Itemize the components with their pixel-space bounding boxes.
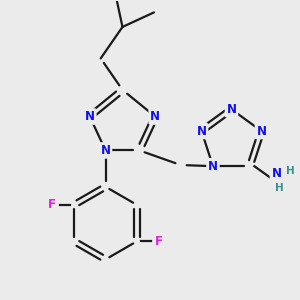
Text: F: F: [155, 235, 163, 248]
Text: N: N: [226, 103, 236, 116]
Text: N: N: [196, 124, 206, 137]
Text: N: N: [208, 160, 218, 173]
Text: H: H: [286, 166, 295, 176]
Text: N: N: [256, 124, 266, 137]
Text: H: H: [275, 183, 284, 193]
Text: F: F: [48, 198, 56, 212]
Text: N: N: [100, 144, 110, 157]
Text: N: N: [150, 110, 160, 123]
Text: N: N: [272, 167, 281, 180]
Text: N: N: [85, 110, 95, 123]
